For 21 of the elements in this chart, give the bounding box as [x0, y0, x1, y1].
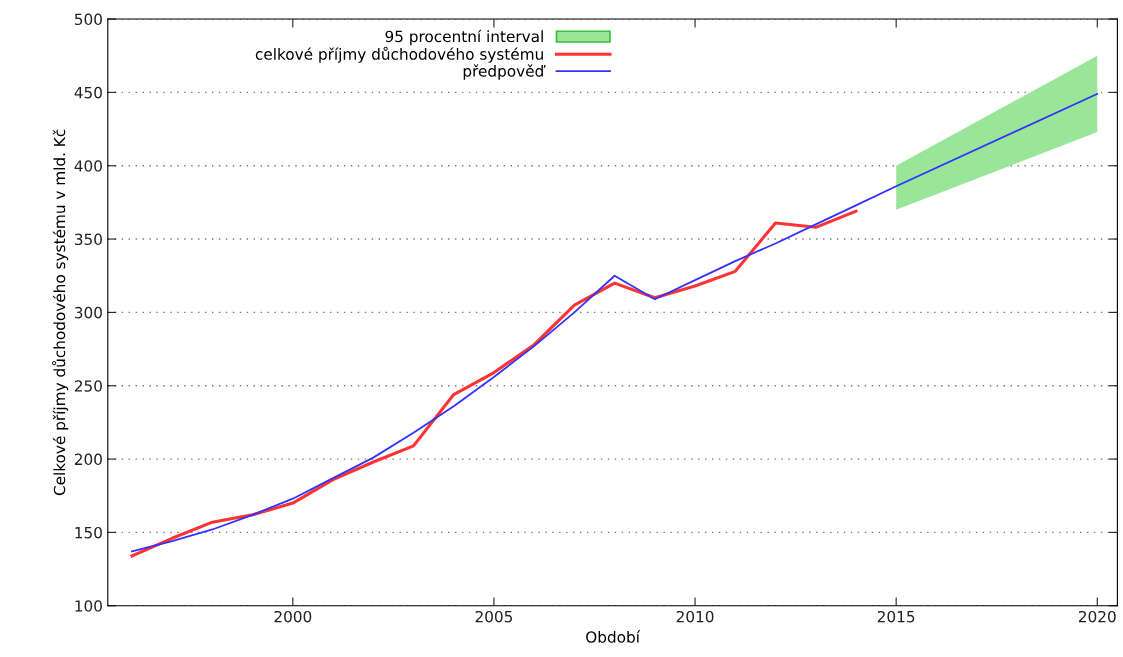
y-axis-title: Celkové příjmy důchodového systému v mld. Kč	[52, 129, 69, 496]
y-tick-label: 400	[74, 160, 102, 172]
y-tick-label: 200	[74, 453, 102, 466]
y-tick-label: 350	[74, 233, 102, 246]
line-series	[130, 209, 858, 558]
line-series	[131, 92, 1099, 553]
legend-label: 95 procentní interval	[385, 29, 543, 46]
y-tick-label: 450	[74, 86, 102, 99]
x-tick-label: 2015	[877, 610, 915, 623]
x-tick-label: 2020	[1078, 610, 1116, 623]
x-axis-title: Období	[586, 630, 641, 643]
x-tick-label: 2005	[475, 610, 513, 623]
x-tick-label: 2010	[676, 610, 714, 623]
y-tick-label: 100	[75, 600, 102, 612]
y-tick-label: 300	[74, 306, 102, 319]
legend-label: předpověď	[463, 64, 546, 80]
y-tick-label: 150	[75, 526, 102, 539]
legend-label: celkové příjmy důchodového systému	[255, 46, 543, 63]
y-tick-label: 250	[74, 380, 102, 392]
y-tick-label: 500	[74, 13, 102, 26]
x-tick-label: 2000	[274, 610, 312, 623]
